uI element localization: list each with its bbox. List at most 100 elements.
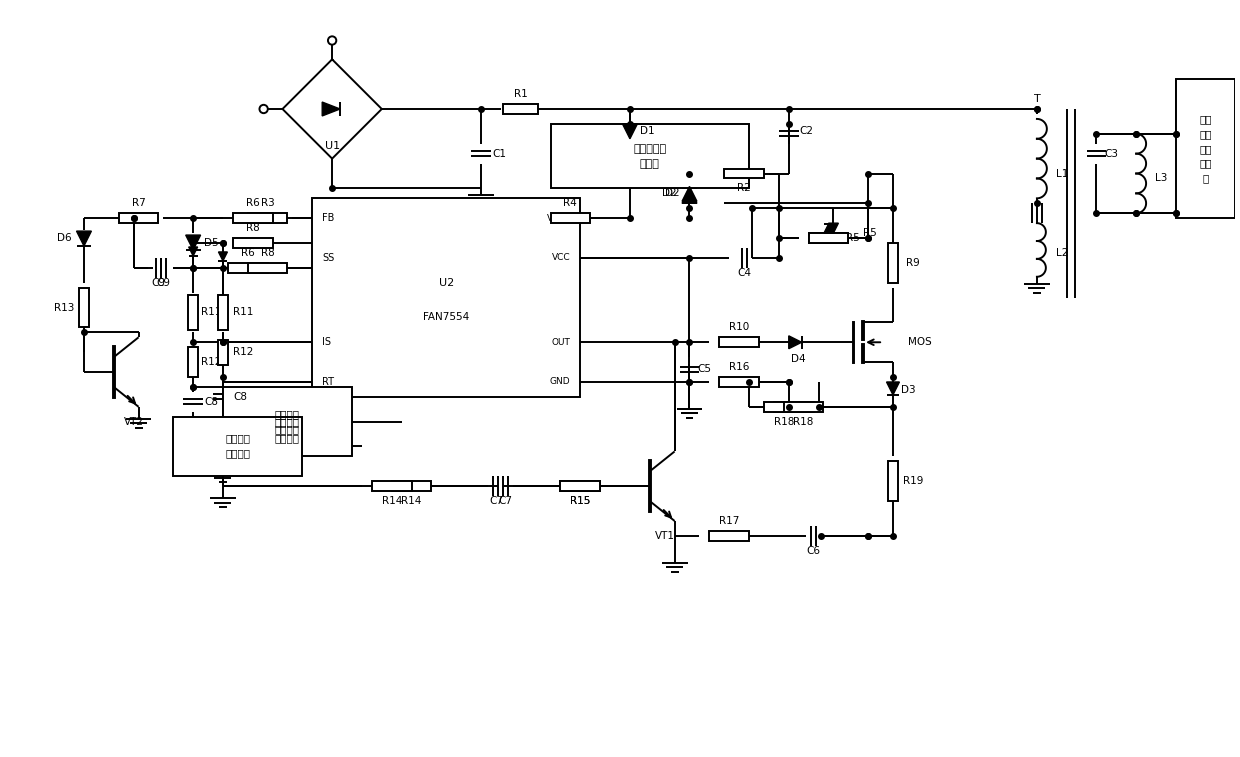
Text: C8: C8 [205,397,218,407]
Bar [218,340,228,365]
Text: R14: R14 [382,496,402,506]
Text: L3: L3 [1154,173,1167,183]
Text: D2: D2 [666,188,680,198]
Bar [709,531,749,540]
Text: 滤波电路: 滤波电路 [275,424,300,434]
Text: 二阶低通: 二阶低通 [275,410,300,419]
Polygon shape [887,382,899,395]
Text: R12: R12 [201,357,221,367]
Circle shape [259,104,268,113]
Text: C3: C3 [1105,148,1118,159]
Bar [719,338,759,347]
Text: D6: D6 [57,233,72,243]
Text: SS: SS [322,253,335,263]
Text: MOS: MOS [908,338,931,347]
Bar [228,263,268,273]
Bar [233,213,273,223]
Bar [188,347,198,377]
Bar [560,481,600,491]
Bar [724,169,764,179]
Polygon shape [825,224,833,233]
Text: D5: D5 [203,238,218,248]
Bar [808,233,848,243]
Text: 管直: 管直 [1199,129,1211,139]
Bar [248,213,288,223]
Text: R9: R9 [906,258,920,268]
Text: D1: D1 [641,126,655,136]
Text: FB: FB [322,213,335,223]
Text: 滤波电路: 滤波电路 [226,448,250,459]
Text: R3: R3 [260,198,274,208]
Text: L2: L2 [1055,248,1068,258]
Bar [774,402,813,412]
Bar [888,461,898,501]
Polygon shape [682,188,697,204]
Text: OUT: OUT [552,338,570,347]
Polygon shape [186,235,201,250]
Text: C7: C7 [489,496,503,506]
Text: R4: R4 [563,198,578,208]
Text: D3: D3 [900,385,915,395]
Text: C5: C5 [697,364,712,374]
Text: R8: R8 [246,223,259,233]
Polygon shape [77,231,92,246]
Bar [119,213,159,223]
Text: R6: R6 [241,248,254,258]
Text: C1: C1 [492,148,506,159]
Text: 三集: 三集 [1199,114,1211,124]
Bar [188,295,198,330]
Text: 二阶低通: 二阶低通 [226,434,250,444]
Text: C4: C4 [737,268,751,278]
Bar [392,481,432,491]
Text: C9: C9 [151,278,165,288]
Text: U1: U1 [325,141,340,151]
Text: R7: R7 [131,198,145,208]
Text: R16: R16 [729,362,749,372]
Text: R15: R15 [570,496,590,506]
Text: FAN7554: FAN7554 [423,313,470,322]
Text: 二阶低通: 二阶低通 [275,416,300,427]
Text: R2: R2 [738,183,751,193]
Text: VT2: VT2 [124,416,144,427]
Polygon shape [622,124,637,139]
Text: 离散自举放: 离散自举放 [634,144,666,154]
Bar [551,213,590,223]
Text: R12: R12 [233,347,253,357]
Bar [551,124,749,188]
Text: 压电: 压电 [1199,158,1211,169]
Text: R15: R15 [570,496,590,506]
Text: C9: C9 [156,278,170,288]
Text: R1: R1 [513,89,527,99]
Text: R10: R10 [729,322,749,332]
Text: T: T [1034,94,1040,104]
Polygon shape [682,186,697,201]
Polygon shape [789,336,801,349]
Text: RT: RT [322,377,335,387]
Polygon shape [322,102,340,116]
Bar [174,416,303,476]
Text: C6: C6 [806,546,821,556]
Text: 滤波电路: 滤波电路 [275,434,300,444]
Bar [233,238,273,248]
Text: R8: R8 [260,248,274,258]
Text: IS: IS [322,338,331,347]
Polygon shape [218,252,227,261]
Bar [719,377,759,387]
Text: U2: U2 [439,278,454,288]
Text: R11: R11 [201,307,221,317]
Bar [503,104,538,114]
Text: D2: D2 [662,188,677,198]
Text: VREF: VREF [547,213,570,223]
Polygon shape [828,223,838,233]
Bar [808,233,848,243]
Text: GND: GND [549,378,570,387]
Bar [218,295,228,330]
Text: R13: R13 [53,303,74,313]
Text: VCC: VCC [552,254,570,263]
Bar [223,387,352,456]
Text: R19: R19 [903,476,923,486]
Text: 大电路: 大电路 [640,158,660,169]
Text: D4: D4 [791,354,806,364]
Bar [784,402,823,412]
Text: 流稳: 流稳 [1199,144,1211,154]
